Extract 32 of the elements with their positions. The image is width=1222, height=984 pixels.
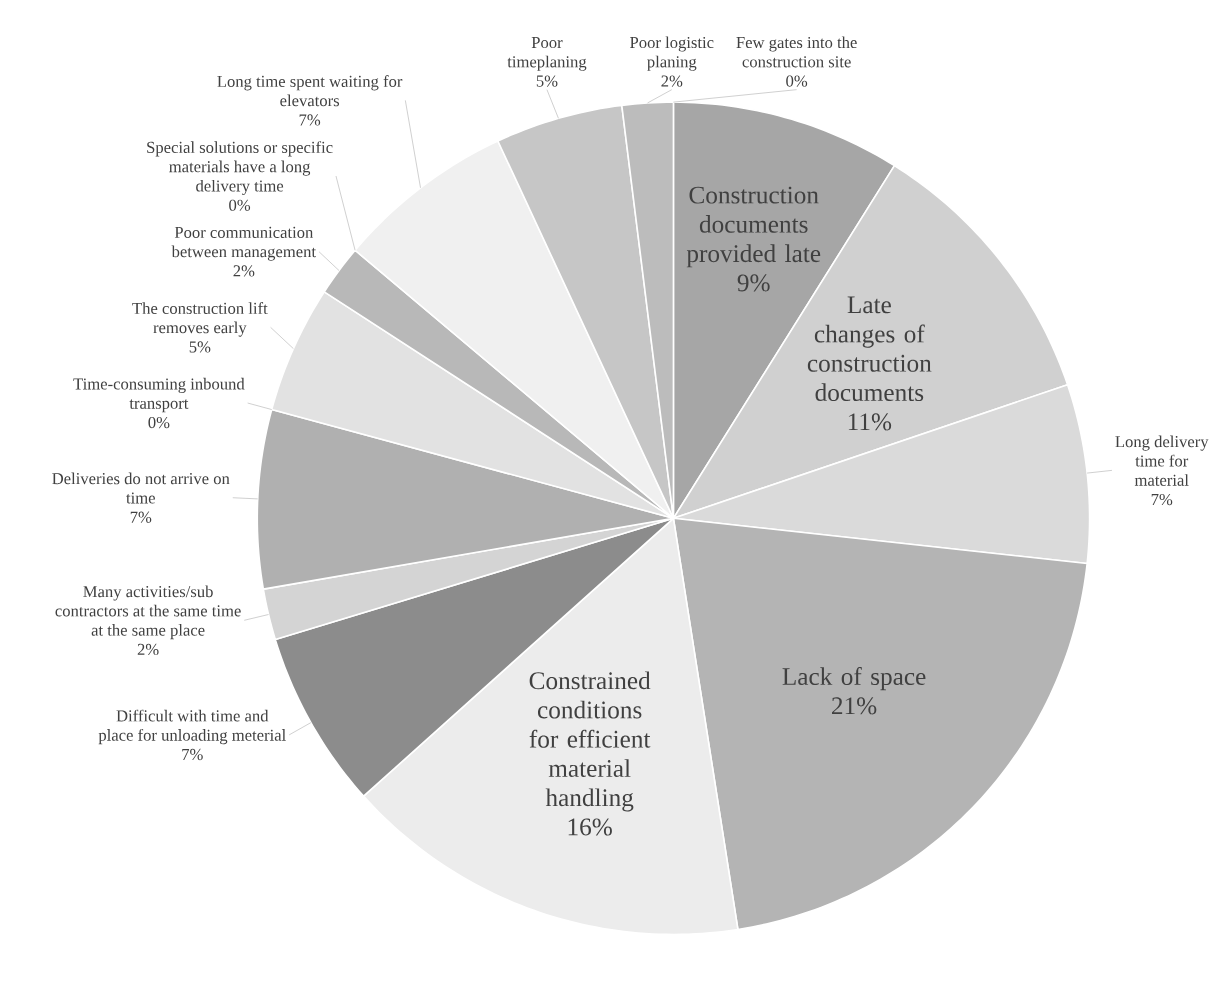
text: 0% xyxy=(229,199,251,212)
text: 0% xyxy=(786,75,808,87)
data-label: 7% xyxy=(130,511,152,524)
text: 0% xyxy=(148,417,170,429)
slice-label: Difficult with time and place for unloading meterial xyxy=(98,709,286,745)
slice-label: Poor communication between management xyxy=(171,226,316,261)
data-label: 2% xyxy=(233,265,255,277)
slice-label: Construction documents provided late xyxy=(686,186,821,268)
data-label: 5% xyxy=(536,75,558,87)
slice-label: Late changes of construction documents xyxy=(807,296,932,402)
data-label: 9% xyxy=(737,274,770,292)
category-label: Few gates into the construction site xyxy=(736,36,857,68)
data-label: 7% xyxy=(299,114,321,126)
slice-label: Deliveries do not arrive on time xyxy=(52,472,230,504)
data-label: 16% xyxy=(568,818,612,836)
slice-label: Lack of space xyxy=(782,667,926,691)
data-label: 2% xyxy=(137,643,159,656)
slice-label: Long delivery time for material xyxy=(1115,435,1209,487)
slice-label: The construction lift removes early xyxy=(132,302,268,337)
slice-label: Poor logistic planing xyxy=(630,36,714,71)
data-label: 7% xyxy=(182,749,203,761)
slice-label: Constrained conditions for efficient material handling xyxy=(529,671,651,812)
data-label: 7% xyxy=(1151,494,1173,506)
slice-label: Long time spent waiting for elevators xyxy=(217,75,403,107)
data-label: 21% xyxy=(832,697,877,715)
data-label: 2% xyxy=(661,75,683,87)
slice-label: Many activities/sub contractors at the same time at the same place xyxy=(55,585,241,640)
category-label: Special solutions or specific materials have a long delivery time xyxy=(147,141,333,196)
data-label: 5% xyxy=(189,341,211,353)
slice-label: Poor timeplaning xyxy=(507,37,587,71)
legend-label: Time-consuming inbound transport xyxy=(73,378,245,413)
data-label: 11% xyxy=(848,413,892,431)
